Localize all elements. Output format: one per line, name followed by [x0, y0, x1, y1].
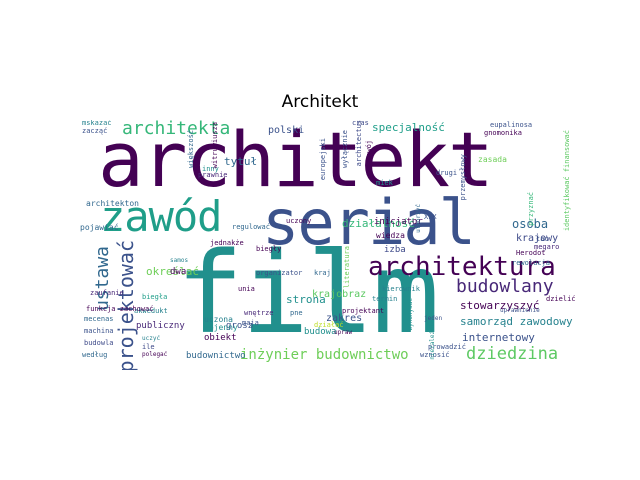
cloud-word: ustawa	[92, 246, 113, 312]
cloud-word: projektant	[342, 307, 385, 315]
cloud-word: kraj	[314, 269, 331, 277]
cloud-word: film	[176, 229, 440, 359]
cloud-word: przyznać	[527, 192, 535, 226]
figure-title: Architekt	[281, 92, 359, 112]
cloud-word: budowla	[84, 339, 114, 347]
cloud-word: budowa	[304, 327, 337, 337]
cloud-word: eupalinosa	[490, 121, 533, 129]
cloud-word: specjalność	[372, 121, 445, 134]
cloud-word: machina	[84, 327, 114, 335]
cloud-word: dzielić	[546, 295, 576, 303]
cloud-word: regulować	[232, 223, 270, 231]
cloud-word: architektura	[368, 252, 556, 282]
cloud-word: łac	[536, 235, 549, 243]
cloud-word: drugi	[436, 169, 458, 177]
cloud-word: wnętrze	[244, 309, 274, 317]
cloud-word: polegać	[142, 351, 168, 358]
cloud-word: kierownik	[382, 285, 420, 293]
cloud-word: wznosić	[420, 351, 450, 359]
cloud-word: krajobraz	[312, 289, 367, 300]
cloud-word: polski	[268, 125, 305, 136]
cloud-word: niezależnie	[429, 320, 436, 360]
cloud-word: mecenas	[84, 315, 114, 323]
cloud-word: zasada	[478, 155, 507, 164]
cloud-word: obiekt	[204, 333, 237, 343]
cloud-word: europejski	[319, 138, 327, 181]
cloud-word: miek	[376, 179, 393, 187]
cloud-word: gnomonika	[484, 129, 522, 137]
cloud-word: uczona	[204, 315, 233, 324]
cloud-word: działalność	[342, 217, 415, 230]
cloud-word: budownictwo	[186, 351, 246, 361]
cloud-word: architekt	[98, 120, 494, 204]
cloud-word: prowadzić	[428, 343, 466, 351]
cloud-word: funkcja zachować	[86, 305, 154, 313]
cloud-word: akwedukt	[134, 307, 168, 315]
cloud-word: przemysłowy	[459, 154, 467, 201]
cloud-word: organizator	[256, 269, 303, 277]
cloud-word: inny	[202, 165, 219, 173]
cloud-word: prawnie	[198, 171, 228, 179]
cloud-word: wyłącznie	[341, 130, 349, 168]
cloud-word: uczony	[286, 217, 312, 225]
cloud-word: zacząć	[82, 127, 108, 135]
cloud-word: samorząd zawodowy	[460, 315, 573, 328]
cloud-word: architectus	[355, 120, 363, 167]
cloud-word: dziedzina	[466, 344, 559, 364]
cloud-word: strona	[286, 293, 326, 306]
cloud-word: internetowy	[462, 331, 535, 344]
cloud-word: tytuł	[224, 155, 258, 168]
cloud-word: megaro	[534, 243, 560, 251]
cloud-word: pne	[290, 309, 303, 317]
cloud-word: uprawnienie	[500, 307, 540, 314]
cloud-word: określać	[146, 265, 199, 278]
cloud-word: budowlany	[456, 276, 554, 297]
cloud-word: architekton	[86, 199, 139, 208]
cloud-word: dwa	[170, 267, 187, 277]
cloud-word: zawód	[100, 192, 222, 241]
cloud-word: zaufanie	[90, 289, 124, 297]
cloud-word: działać	[314, 321, 344, 329]
cloud-word: wiedza	[376, 231, 405, 240]
cloud-word: swój	[365, 140, 373, 157]
cloud-word: biegły	[256, 245, 282, 253]
cloud-word: serial	[262, 186, 476, 259]
cloud-word: rewolucja	[512, 259, 550, 267]
cloud-word: pojawiać	[80, 223, 119, 232]
cloud-word: upraw	[334, 329, 353, 336]
cloud-word: mskazać	[82, 120, 112, 127]
cloud-word: witruwiusza	[211, 122, 219, 169]
cloud-word: grosz	[226, 321, 254, 331]
cloud-word: literatura	[343, 246, 351, 289]
cloud-word: według	[82, 351, 108, 359]
cloud-word: biegła	[142, 293, 168, 301]
cloud-word: większość	[187, 130, 195, 168]
cloud-word: wykonywać	[407, 298, 414, 331]
cloud-word: czas	[352, 120, 369, 127]
cloud-word: utworzyć	[415, 204, 422, 233]
cloud-word: stowarzyszyć	[460, 299, 540, 312]
cloud-word: Herodot	[516, 249, 546, 257]
cloud-word: jednakże	[210, 239, 244, 247]
cloud-word: unia	[238, 285, 255, 293]
cloud-word: termin	[372, 295, 398, 303]
cloud-word: XIX	[424, 213, 437, 221]
cloud-word: izba	[384, 245, 406, 255]
cloud-word: krajowy	[516, 233, 559, 244]
cloud-word: maja	[242, 319, 259, 327]
cloud-word: osoba	[512, 217, 549, 231]
cloud-word: publiczny	[136, 321, 185, 331]
cloud-word: zakres	[326, 313, 363, 324]
cloud-word: inicjator	[374, 217, 423, 227]
cloud-word: jeden	[424, 315, 443, 322]
cloud-word: inżynier budownictwo	[240, 347, 409, 363]
cloud-word: wojenny	[204, 323, 238, 332]
cloud-word: ile	[142, 343, 155, 351]
cloud-word: architekta	[122, 120, 231, 139]
cloud-word: samos	[170, 257, 189, 264]
cloud-word: uczyć	[142, 335, 161, 342]
word-cloud: architekt film serial zawód architektura…	[80, 120, 576, 370]
cloud-word: identyfikować finansować	[563, 130, 571, 232]
